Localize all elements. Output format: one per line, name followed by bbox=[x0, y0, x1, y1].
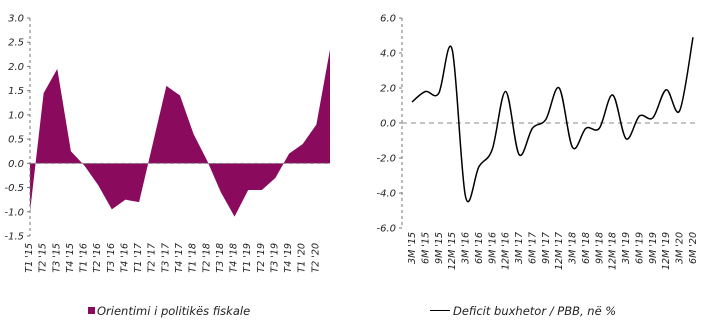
left-y-tick-label: 0.5 bbox=[8, 135, 24, 146]
right-x-tick-label: 9M '18 bbox=[594, 232, 605, 264]
left-x-tick-label: T4 '19 bbox=[283, 243, 294, 273]
left-y-tick-label: -0.5 bbox=[4, 183, 24, 194]
right-y-tick-label: 6.0 bbox=[380, 14, 396, 25]
left-y-tick-label: -1.0 bbox=[4, 207, 24, 218]
left-x-tick-label: T3 '16 bbox=[106, 243, 117, 273]
legend-budget-deficit: Deficit buxhetor / PBB, në % bbox=[430, 304, 616, 318]
right-x-tick-label: 12M '17 bbox=[554, 232, 565, 270]
left-x-tick-label: T1 '20 bbox=[297, 243, 308, 273]
left-y-tick-label: -1.5 bbox=[4, 232, 24, 243]
right-x-tick-label: 12M '16 bbox=[501, 232, 512, 270]
right-y-tick-label: 0.0 bbox=[380, 119, 396, 130]
right-x-tick-label: 3M '15 bbox=[407, 232, 418, 264]
right-x-tick-label: 12M '18 bbox=[608, 232, 619, 270]
right-x-tick-label: 9M '15 bbox=[434, 232, 445, 264]
left-x-tick-label: T1 '19 bbox=[242, 243, 253, 273]
left-x-tick-label: T3 '15 bbox=[51, 243, 62, 273]
right-x-tick-label: 6M '18 bbox=[581, 232, 592, 264]
left-y-tick-label: 2.5 bbox=[8, 38, 24, 49]
right-x-tick-label: 6M '17 bbox=[527, 232, 538, 264]
right-x-tick-label: 6M '20 bbox=[688, 232, 699, 264]
right-x-tick-label: 6M '19 bbox=[634, 232, 645, 264]
left-x-tick-label: T3 '18 bbox=[215, 243, 226, 273]
right-y-tick-label: 2.0 bbox=[380, 84, 396, 95]
right-x-tick-label: 9M '16 bbox=[487, 232, 498, 264]
fiscal-stance-area bbox=[30, 49, 330, 217]
right-x-tick-label: 3M '19 bbox=[621, 232, 632, 264]
left-x-tick-label: T2 '15 bbox=[38, 243, 49, 273]
legend-label-budget-deficit: Deficit buxhetor / PBB, në % bbox=[453, 304, 617, 318]
left-y-tick-label: 1.5 bbox=[8, 86, 24, 97]
left-x-tick-label: T1 '18 bbox=[188, 243, 199, 273]
left-y-tick-label: 3.0 bbox=[8, 14, 24, 25]
left-x-tick-label: T2 '20 bbox=[310, 243, 321, 273]
left-x-tick-label: T3 '17 bbox=[160, 243, 171, 273]
left-x-tick-label: T2 '16 bbox=[92, 243, 103, 273]
left-x-tick-label: T1 '16 bbox=[79, 243, 90, 273]
legend-line-sample bbox=[430, 310, 450, 311]
right-x-tick-label: 9M '19 bbox=[648, 232, 659, 264]
left-x-tick-label: T2 '17 bbox=[147, 243, 158, 273]
left-y-tick-label: 1.0 bbox=[8, 110, 24, 121]
right-y-tick-label: -6.0 bbox=[376, 224, 396, 235]
left-x-tick-label: T1 '15 bbox=[24, 243, 35, 273]
left-x-tick-label: T2 '18 bbox=[201, 243, 212, 273]
right-x-tick-label: 12M '19 bbox=[661, 232, 672, 270]
left-x-tick-label: T4 '17 bbox=[174, 243, 185, 273]
left-x-tick-label: T4 '16 bbox=[119, 243, 130, 273]
right-x-tick-label: 6M '16 bbox=[474, 232, 485, 264]
right-x-tick-label: 3M '17 bbox=[514, 232, 525, 264]
left-y-tick-label: 0.0 bbox=[8, 159, 24, 170]
left-x-tick-label: T3 '19 bbox=[269, 243, 280, 273]
left-x-tick-label: T4 '18 bbox=[229, 243, 240, 273]
left-x-tick-label: T1 '17 bbox=[133, 243, 144, 273]
legend-swatch-area bbox=[88, 307, 95, 314]
fiscal-stance-chart: 3.02.52.01.51.00.50.0-0.5-1.0-1.5T1 '15 T… bbox=[4, 14, 699, 273]
budget-deficit-line bbox=[411, 37, 694, 203]
left-x-tick-label: T4 '15 bbox=[65, 243, 76, 273]
right-y-tick-label: -2.0 bbox=[376, 154, 396, 165]
legend-label-fiscal-stance: Orientimi i politikës fiskale bbox=[97, 304, 251, 318]
right-y-tick-label: 4.0 bbox=[380, 49, 396, 60]
right-x-tick-label: 6M '15 bbox=[420, 232, 431, 264]
right-x-tick-label: 12M '15 bbox=[447, 232, 458, 270]
right-x-tick-label: 3M '18 bbox=[568, 232, 579, 264]
right-y-tick-label: -4.0 bbox=[376, 189, 396, 200]
right-x-tick-label: 3M '16 bbox=[461, 232, 472, 264]
left-x-tick-label: T2 '19 bbox=[256, 243, 267, 273]
right-x-tick-label: 3M '20 bbox=[675, 232, 686, 264]
left-y-tick-label: 2.0 bbox=[8, 62, 24, 73]
right-x-tick-label: 9M '17 bbox=[541, 232, 552, 264]
legend-fiscal-stance: Orientimi i politikës fiskale bbox=[88, 304, 250, 318]
